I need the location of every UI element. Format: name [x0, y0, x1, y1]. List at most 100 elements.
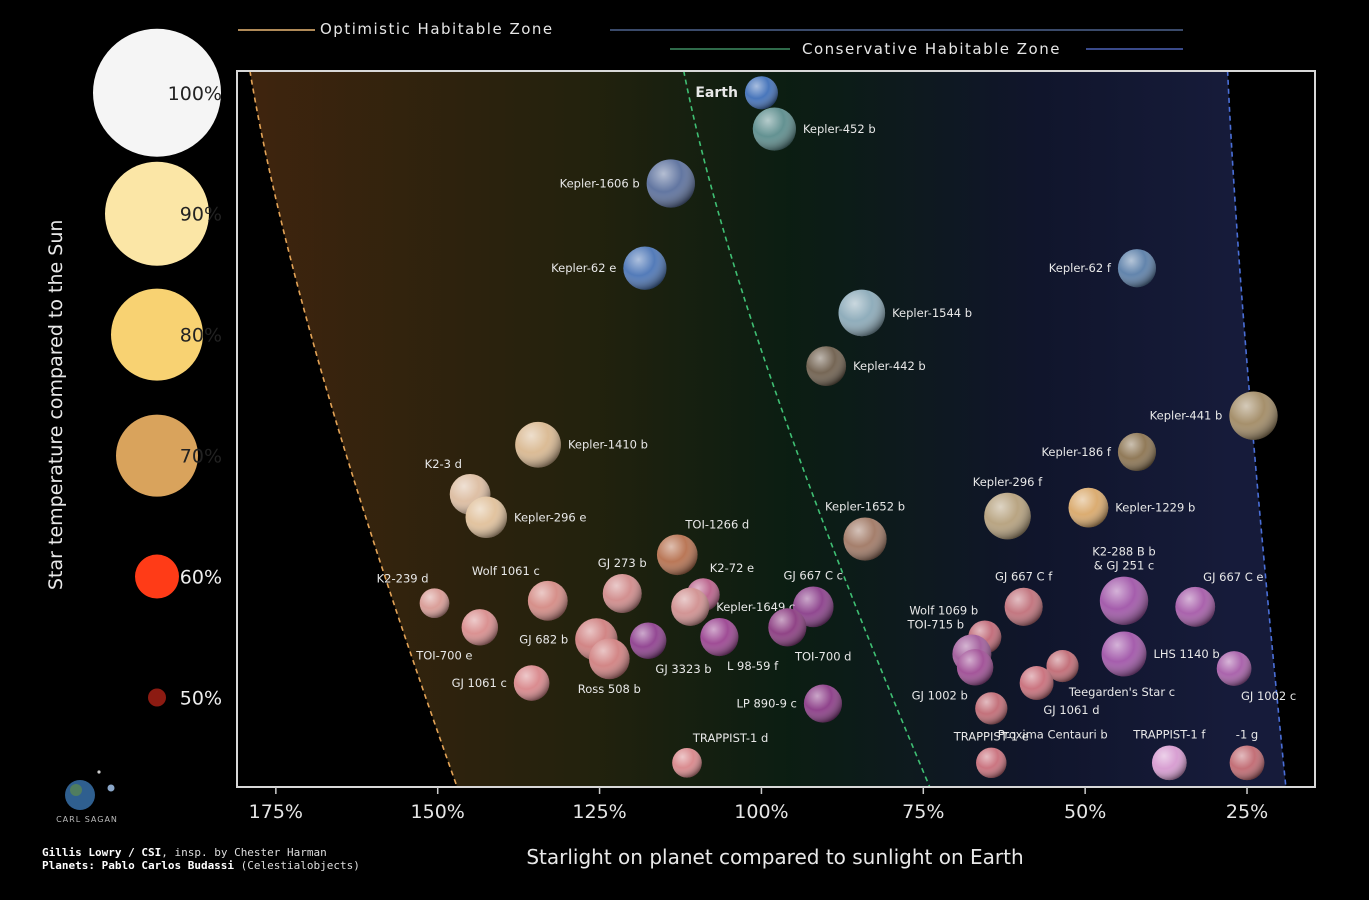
x-tick-label: 100% — [734, 801, 788, 823]
planet-point: Wolf 1061 c — [472, 564, 568, 621]
planet-label: Proxima Centauri b — [998, 727, 1108, 741]
planet-point: GJ 273 b — [598, 556, 647, 613]
x-axis-ticks: 175% 150% 125% 100% 75% 50% 25% — [249, 787, 1268, 823]
planet-label: Earth — [695, 85, 738, 101]
planet-shading — [646, 159, 695, 208]
plot-frame — [236, 70, 1316, 788]
planet-point: GJ 3323 b — [629, 622, 712, 676]
star-size-circle — [135, 554, 179, 599]
credits-planets: Planets: Pablo Carlos Budassi — [42, 859, 235, 872]
star-size-circle — [111, 288, 203, 381]
planet-label: K2-239 d — [377, 571, 429, 585]
y-tick-label: 100% — [168, 83, 222, 105]
planet-label: TOI-715 b — [907, 617, 965, 631]
planet-point: Teegarden's Star c — [1046, 649, 1175, 699]
planet-label: GJ 667 C e — [1203, 570, 1263, 584]
planet-shading — [976, 747, 1007, 779]
habitable-zone-band — [249, 71, 1286, 787]
planet-label: Teegarden's Star c — [1068, 685, 1175, 699]
credits: Gillis Lowry / CSI, insp. by Chester Har… — [42, 846, 360, 872]
planet-label: GJ 3323 b — [655, 662, 711, 676]
planet-shading — [768, 608, 807, 647]
planet-point: TRAPPIST-1 e — [953, 730, 1029, 779]
planet-label: L 98-59 f — [727, 659, 779, 673]
planet-shading — [515, 421, 561, 468]
planet-shading — [806, 346, 847, 387]
planet-point: LHS 1140 b — [1101, 631, 1220, 677]
y-tick-label: 80% — [180, 325, 222, 347]
planet-label: Wolf 1069 b — [909, 604, 978, 618]
planet-shading — [623, 246, 667, 290]
planet-label: Kepler-1229 b — [1115, 501, 1195, 515]
planet-label: Kepler-1410 b — [568, 438, 648, 452]
planet-shading — [843, 517, 887, 561]
habitable-zone-outer-edge — [1226, 71, 1287, 787]
planet-shading — [700, 617, 739, 657]
y-tick-label: 50% — [180, 688, 222, 710]
x-tick-label: 50% — [1064, 801, 1106, 823]
planet-point: LP 890-9 c — [736, 684, 842, 723]
planet-shading — [752, 107, 796, 151]
planet-shading — [419, 588, 450, 618]
planet-shading — [1117, 432, 1157, 472]
planet-shading — [1151, 745, 1187, 781]
planet-point: TRAPPIST-1 f — [1132, 727, 1206, 781]
planet-label: TRAPPIST-1 e — [953, 730, 1029, 744]
x-tick-label: 25% — [1226, 801, 1268, 823]
planet-shading — [803, 684, 842, 723]
planet-shading — [1229, 391, 1278, 440]
planet-label: GJ 667 C c — [783, 568, 843, 582]
x-tick-label: 125% — [572, 801, 626, 823]
planet-point: GJ 667 C e — [1175, 570, 1264, 627]
planet-shading — [744, 76, 778, 110]
planet-label: TOI-1266 d — [684, 517, 749, 531]
logo-text: CARL SAGAN — [56, 815, 118, 824]
planet-label: K2-288 B b & GJ 251 c — [1092, 545, 1155, 573]
planet-label: LHS 1140 b — [1153, 647, 1219, 661]
planet-label: Kepler-1544 b — [892, 306, 972, 320]
y-tick-label: 90% — [180, 204, 222, 226]
planet-point: GJ 1061 c — [452, 665, 550, 701]
planet-label: Kepler-1606 b — [560, 176, 640, 190]
planet-shading — [527, 580, 568, 621]
conservative-zone-legend: Conservative Habitable Zone — [802, 40, 1061, 58]
planet-shading — [656, 534, 698, 576]
credits-inspiration: , insp. by Chester Harman — [161, 846, 327, 859]
x-tick-label: 75% — [902, 801, 944, 823]
planet-point: TOI-700 e — [415, 609, 498, 663]
planet-label: Kepler-296 f — [973, 475, 1043, 489]
planet-point: GJ 667 C f — [995, 570, 1053, 626]
planet-label: Kepler-452 b — [803, 122, 876, 136]
planet-shading — [1068, 487, 1109, 528]
star-temperature-scale: 100% 90% 80% 70% 60% 50% — [93, 28, 222, 710]
planet-label: GJ 1061 d — [1043, 703, 1099, 717]
planet-label: Kepler-62 e — [551, 261, 616, 275]
x-axis-label: Starlight on planet compared to sunlight… — [526, 845, 1024, 869]
planet-shading — [513, 665, 550, 701]
credits-source: (Celestialobjects) — [234, 859, 360, 872]
planet-point: Kepler-452 b — [752, 107, 876, 151]
planet-shading — [1099, 576, 1149, 625]
planet-label: LP 890-9 c — [736, 697, 796, 711]
planet-label: Wolf 1061 c — [472, 564, 540, 578]
planet-label: GJ 273 b — [598, 556, 647, 570]
planet-point: Kepler-1606 b — [560, 159, 695, 208]
planet-shading — [956, 649, 994, 686]
planet-label: K2-72 e — [710, 561, 754, 575]
planet-point: Kepler-1652 b — [825, 499, 905, 561]
planet-shading — [1175, 586, 1216, 627]
planet-point: GJ 1002 b — [912, 649, 994, 702]
planets-layer: Earth Kepler-452 b Kepler-1606 b Kepler-62 … — [377, 76, 1296, 781]
planet-point: Kepler-441 b — [1150, 391, 1278, 440]
planet-point: -1 g — [1229, 727, 1265, 781]
planet-label: GJ 1061 c — [452, 676, 507, 690]
planet-label: TRAPPIST-1 d — [692, 731, 768, 745]
planet-label: Kepler-441 b — [1150, 409, 1223, 423]
planet-label: -1 g — [1236, 727, 1258, 741]
planet-label: Kepler-62 f — [1049, 261, 1112, 275]
planet-shading — [465, 496, 508, 539]
planet-shading — [602, 574, 642, 613]
planet-label: Kepler-296 e — [514, 510, 586, 524]
planet-shading — [1117, 249, 1157, 288]
